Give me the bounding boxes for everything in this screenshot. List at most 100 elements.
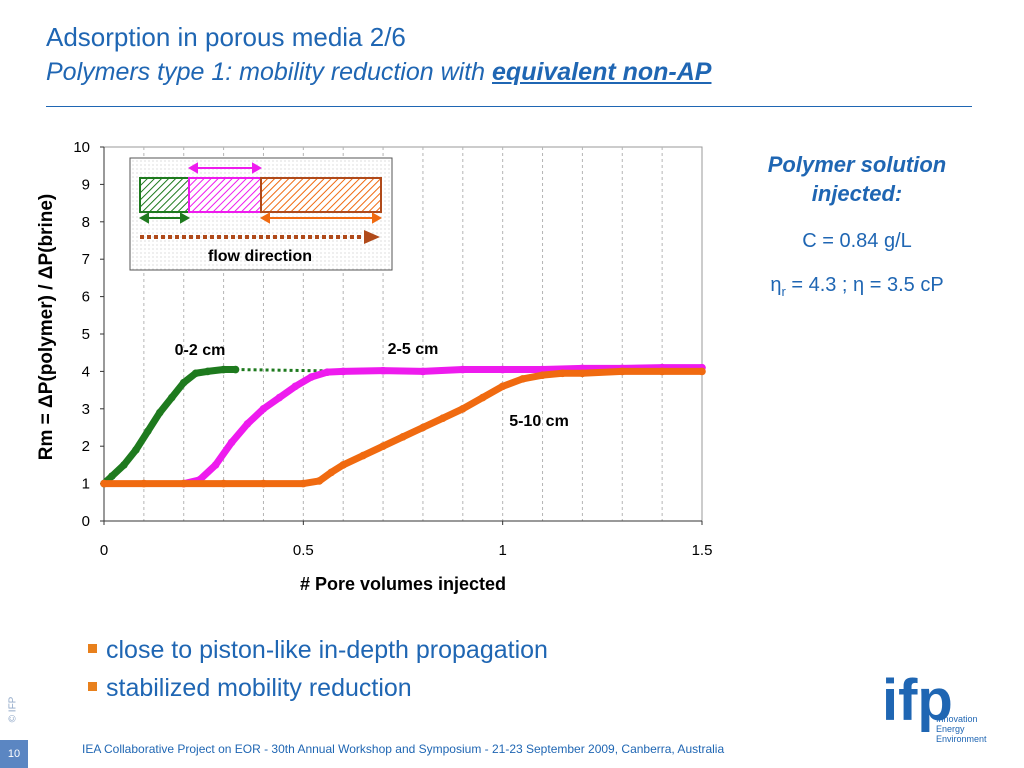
data-point xyxy=(299,479,308,488)
x-axis-label: # Pore volumes injected xyxy=(300,574,506,594)
double-arrow-2-5 xyxy=(187,162,263,174)
subtitle-emphasis: equivalent non-AP xyxy=(492,58,712,86)
data-point xyxy=(498,382,507,391)
slide-subtitle: Polymers type 1: mobility reduction with… xyxy=(46,58,711,87)
title-divider xyxy=(46,106,972,107)
data-point xyxy=(419,367,427,376)
copyright-note: © IFP xyxy=(7,690,30,730)
data-point xyxy=(219,479,228,488)
x-tick-label: 0.5 xyxy=(293,542,314,559)
x-tick-label: 0 xyxy=(100,542,108,559)
y-tick-label: 1 xyxy=(82,476,90,493)
data-point xyxy=(315,477,324,485)
data-point xyxy=(558,369,567,378)
data-point xyxy=(359,451,367,460)
data-point xyxy=(167,393,176,402)
eta-symbol: η xyxy=(853,274,865,296)
double-arrow-5-10 xyxy=(259,212,383,224)
eta-r-subscript: r xyxy=(781,284,786,299)
viscosity-text: ηr = 4.3 ; η = 3.5 cP xyxy=(728,274,986,299)
data-point xyxy=(140,479,148,488)
core-segment-2-5 xyxy=(188,177,262,213)
data-point xyxy=(498,365,507,374)
bullet-list: close to piston-like in-depth propagatio… xyxy=(88,634,548,710)
y-tick-label: 3 xyxy=(82,401,90,418)
eta-r-symbol: η xyxy=(770,274,782,296)
slide-title: Adsorption in porous media 2/6 xyxy=(46,22,406,52)
data-point xyxy=(339,367,348,376)
series-5-10cm xyxy=(100,367,706,488)
ifp-logo: ifp Innovation Energy Environment xyxy=(882,670,987,744)
concentration-text: C = 0.84 g/L xyxy=(802,230,912,252)
data-point xyxy=(259,479,268,488)
logo-line-2: Energy xyxy=(936,724,965,734)
data-point xyxy=(379,366,387,375)
data-point xyxy=(618,367,627,376)
data-point xyxy=(538,365,547,374)
data-point xyxy=(100,479,108,488)
data-point xyxy=(156,408,164,417)
data-point xyxy=(243,419,252,428)
data-point xyxy=(191,369,200,378)
data-point xyxy=(459,365,467,374)
data-point xyxy=(275,393,284,402)
footer-text: IEA Collaborative Project on EOR - 30th … xyxy=(82,742,725,756)
flow-direction-caption: flow direction xyxy=(208,248,312,265)
data-point xyxy=(327,468,336,477)
data-point xyxy=(108,472,116,480)
flow-direction-arrow xyxy=(140,230,380,244)
data-point xyxy=(439,414,447,422)
series-line xyxy=(180,364,706,488)
data-point xyxy=(323,368,332,376)
core-segment-0-2 xyxy=(139,177,190,213)
logo-mark: ifp xyxy=(882,670,953,733)
inset-frame xyxy=(129,157,393,271)
data-point xyxy=(578,369,587,378)
side-heading: Polymer solution injected: xyxy=(728,150,986,208)
bullet-item: close to piston-like in-depth propagatio… xyxy=(88,634,548,672)
label-0-2-cm: 0-2 cm xyxy=(175,342,226,359)
logo-line-3: Environment xyxy=(936,734,987,744)
data-point xyxy=(459,405,467,413)
data-point xyxy=(132,446,140,454)
data-point xyxy=(339,461,348,469)
x-tick-label: 1 xyxy=(498,542,506,559)
bullet-text: stabilized mobility reduction xyxy=(106,674,412,702)
x-tick-labels: 0 0.5 1 1.5 xyxy=(100,521,713,559)
data-point xyxy=(203,367,212,376)
bullet-item: stabilized mobility reduction xyxy=(88,672,548,710)
y-tick-label: 7 xyxy=(82,251,90,268)
core-segment-5-10 xyxy=(260,177,382,213)
data-point xyxy=(219,365,228,374)
x-tick-label: 1.5 xyxy=(692,542,713,559)
copyright-text: © IFP xyxy=(7,696,19,723)
y-tick-label: 2 xyxy=(82,438,90,455)
data-point xyxy=(120,461,128,469)
label-5-10-cm: 5-10 cm xyxy=(509,413,569,430)
flow-direction-inset: flow direction xyxy=(129,157,393,271)
data-point xyxy=(211,461,220,469)
y-tick-label: 5 xyxy=(82,326,90,343)
data-point xyxy=(538,371,547,379)
y-tick-label: 6 xyxy=(82,289,90,306)
bullet-square-icon xyxy=(88,643,97,653)
y-tick-label: 9 xyxy=(82,176,90,193)
data-point xyxy=(307,373,316,381)
double-arrow-0-2 xyxy=(138,212,191,224)
series-2-5cm xyxy=(179,363,706,488)
bullet-square-icon xyxy=(88,681,97,691)
data-point xyxy=(227,438,236,447)
subtitle-prefix: Polymers type 1: mobility reduction with xyxy=(46,58,493,86)
data-point xyxy=(478,393,487,402)
label-2-5-cm: 2-5 cm xyxy=(388,341,439,358)
side-heading-line-1: Polymer solution xyxy=(767,152,947,177)
data-point xyxy=(291,382,300,391)
logo-line-1: Innovation xyxy=(936,714,978,724)
data-point xyxy=(379,442,387,451)
data-point xyxy=(419,423,427,432)
data-point xyxy=(179,479,188,488)
data-point xyxy=(144,427,152,436)
eta-r-value: = 4.3 ; xyxy=(785,274,854,296)
eta-value: = 3.5 cP xyxy=(864,274,944,296)
